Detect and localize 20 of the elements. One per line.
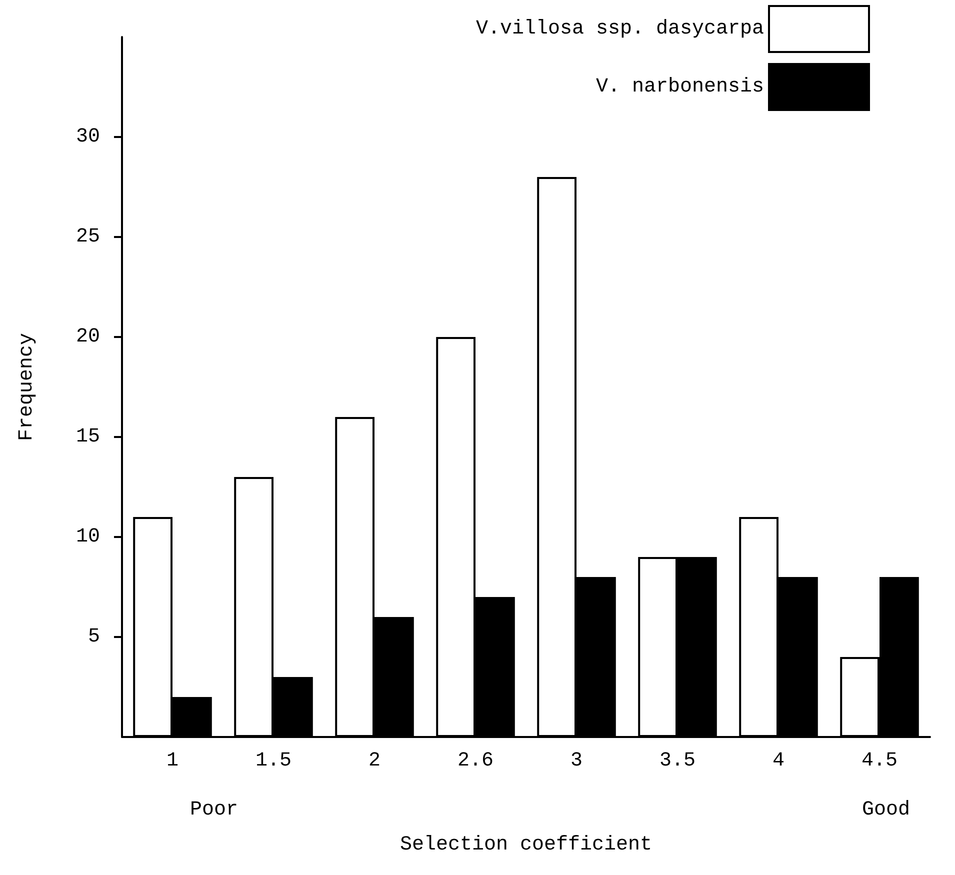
x-tick-label: 3.5 <box>659 750 696 772</box>
x-tick-label: 4.5 <box>861 750 898 772</box>
x-tick-label: 1.5 <box>255 750 292 772</box>
x-tick-label: 1 <box>166 750 179 772</box>
y-tick-label: 10 <box>76 526 100 548</box>
legend-label: V.villosa ssp. dasycarpa <box>476 18 764 40</box>
y-tick-label: 20 <box>76 326 100 348</box>
text: Poor <box>190 798 238 822</box>
x-tick-label: 4 <box>772 750 785 772</box>
text: Good <box>862 798 910 822</box>
y-tick-label: 25 <box>76 226 100 248</box>
y-tick-label: 15 <box>76 426 100 448</box>
y-tick-label: 30 <box>76 126 100 148</box>
y-axis-title: Frequency <box>16 332 38 442</box>
legend-label: V. narbonensis <box>596 76 764 98</box>
x-axis-title: Selection coefficient <box>400 834 652 856</box>
x-tick-label: 2 <box>368 750 381 772</box>
y-tick-label: 5 <box>88 626 100 648</box>
x-tick-label: 3 <box>570 750 583 772</box>
x-tick-label: 2.6 <box>457 750 494 772</box>
